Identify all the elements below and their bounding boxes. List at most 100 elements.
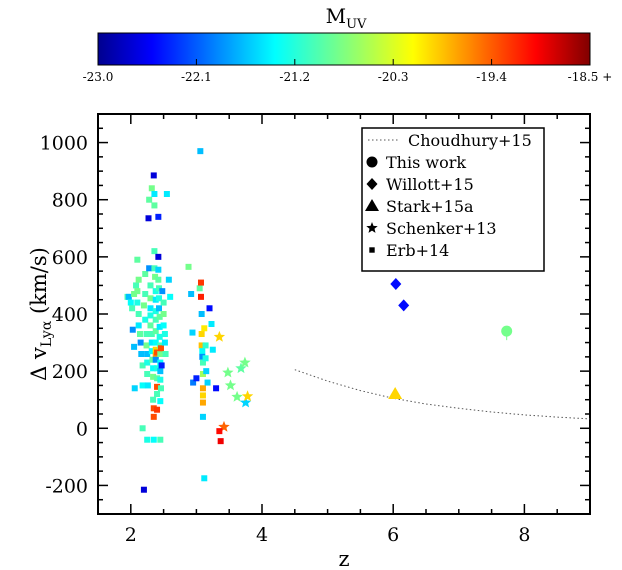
y-tick-label: 600 bbox=[52, 247, 88, 269]
erb14-point bbox=[136, 331, 143, 337]
erb14-point bbox=[143, 342, 150, 349]
erb14-point bbox=[151, 191, 158, 197]
legend-label: This work bbox=[386, 153, 466, 172]
erb14-point bbox=[150, 413, 157, 420]
erb14-point bbox=[201, 475, 208, 482]
erb14-point bbox=[148, 339, 155, 346]
erb14-point bbox=[137, 339, 144, 346]
erb14-point bbox=[134, 256, 141, 263]
erb14-point bbox=[161, 331, 168, 337]
x-tick-label: 4 bbox=[256, 524, 268, 546]
erb14-point bbox=[199, 353, 206, 360]
erb14-point bbox=[138, 351, 145, 357]
erb14-point bbox=[156, 305, 163, 312]
schenker13-point bbox=[224, 379, 237, 391]
erb14-point bbox=[155, 266, 162, 273]
erb14-point bbox=[163, 191, 170, 197]
y-tick-label: 200 bbox=[52, 361, 88, 383]
erb14-point bbox=[150, 365, 157, 372]
erb14-point bbox=[154, 375, 161, 382]
willott15-point bbox=[398, 299, 410, 312]
erb14-point bbox=[197, 293, 204, 300]
erb14-point bbox=[146, 265, 153, 272]
erb14-point bbox=[208, 321, 215, 327]
erb14-point bbox=[147, 282, 154, 289]
erb14-point bbox=[216, 428, 223, 435]
erb14-point bbox=[189, 329, 196, 336]
erb14-point bbox=[188, 291, 195, 297]
colorbar-tick-label: -22.1 bbox=[181, 70, 212, 84]
erb14-point bbox=[206, 305, 213, 312]
erb14-point bbox=[134, 299, 141, 306]
erb14-point bbox=[156, 323, 163, 330]
erb14-point bbox=[203, 368, 210, 375]
y-axis-label: Δ vLyα (km/s) bbox=[27, 247, 55, 381]
colorbar-tick-label: -18.5 + bbox=[568, 70, 613, 84]
legend-label: Erb+14 bbox=[386, 241, 449, 260]
erb14-point bbox=[217, 438, 224, 445]
erb14-point bbox=[154, 349, 161, 356]
erb14-point bbox=[152, 308, 159, 315]
schenker13-point bbox=[231, 390, 243, 402]
legend-marker-star bbox=[366, 222, 378, 233]
erb14-point bbox=[142, 271, 149, 277]
erb14-point bbox=[131, 385, 138, 392]
erb14-point bbox=[165, 276, 172, 283]
erb14-point bbox=[155, 213, 162, 220]
y-tick-label: 800 bbox=[52, 190, 88, 212]
y-tick-label: 400 bbox=[52, 304, 88, 326]
erb14-point bbox=[150, 373, 157, 380]
erb14-point bbox=[152, 288, 159, 295]
erb14-point bbox=[147, 295, 154, 302]
colorbar-tick-label: -21.2 bbox=[279, 70, 310, 84]
erb14-point bbox=[157, 351, 164, 357]
colorbar-title: MUV bbox=[326, 4, 367, 32]
erb14-point bbox=[155, 253, 162, 260]
erb14-point bbox=[148, 185, 155, 192]
erb14-point bbox=[197, 148, 204, 155]
y-tick-label: 1000 bbox=[40, 133, 88, 155]
y-tick-label: -200 bbox=[45, 475, 88, 497]
erb14-point bbox=[151, 202, 158, 209]
legend-marker-square bbox=[369, 247, 375, 253]
erb14-point bbox=[158, 362, 165, 369]
erb14-point bbox=[152, 296, 159, 303]
erb14-point bbox=[148, 331, 155, 337]
erb14-point bbox=[157, 368, 164, 375]
legend-marker-circle bbox=[366, 156, 378, 168]
erb14-point bbox=[199, 359, 206, 366]
erb14-point bbox=[139, 425, 146, 432]
erb14-point bbox=[133, 282, 140, 289]
erb14-point bbox=[157, 398, 164, 405]
erb14-point bbox=[202, 342, 209, 349]
willott15-point bbox=[390, 278, 402, 290]
erb14-point bbox=[152, 316, 159, 323]
x-tick-label: 2 bbox=[125, 524, 137, 546]
schenker13-point bbox=[239, 396, 252, 408]
erb14-point bbox=[204, 379, 211, 386]
erb14-point bbox=[157, 385, 164, 392]
thiswork-point bbox=[501, 325, 513, 337]
erb14-point bbox=[159, 288, 166, 295]
colorbar-gradient bbox=[97, 32, 591, 66]
erb14-point bbox=[125, 293, 132, 300]
erb14-point bbox=[144, 436, 151, 443]
schenker13-point bbox=[235, 362, 247, 374]
erb14-point bbox=[199, 413, 206, 420]
erb14-point bbox=[140, 486, 147, 493]
erb14-point bbox=[152, 328, 159, 335]
x-axis-label: z bbox=[338, 547, 349, 570]
erb14-point bbox=[199, 392, 206, 399]
erb14-point bbox=[151, 265, 158, 272]
legend-label: Schenker+13 bbox=[386, 219, 497, 238]
choudhury15-model-line bbox=[294, 369, 590, 420]
erb14-point bbox=[148, 348, 155, 355]
legend-marker-triangle bbox=[365, 199, 379, 211]
erb14-point bbox=[160, 299, 167, 306]
erb14-point bbox=[129, 305, 136, 312]
erb14-point bbox=[149, 356, 156, 363]
erb14-point bbox=[144, 371, 151, 377]
colorbar-tick-label: -20.3 bbox=[378, 70, 409, 84]
erb14-point bbox=[139, 362, 146, 369]
erb14-point bbox=[198, 342, 205, 349]
